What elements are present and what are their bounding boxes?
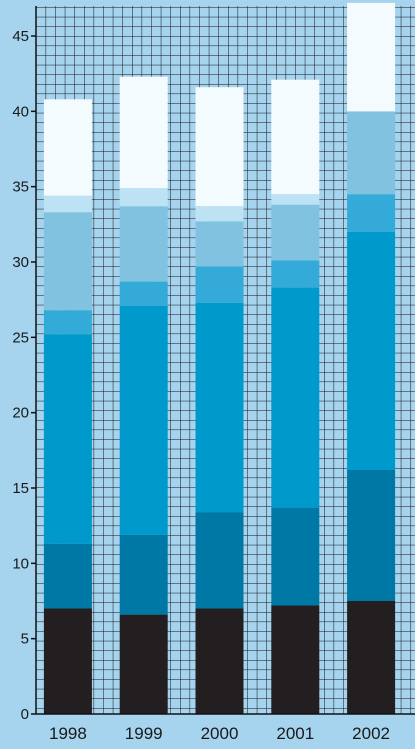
bar-segment-2001-7 — [271, 79, 320, 195]
bar-segment-2001-3 — [271, 287, 320, 508]
bar-segment-2002-7 — [347, 2, 396, 112]
bar-segment-1998-1 — [43, 608, 92, 714]
y-tick-label: 5 — [21, 631, 29, 648]
bar-segment-1998-6 — [43, 195, 92, 213]
y-tick-label: 0 — [21, 706, 29, 723]
bar-segment-1999-5 — [119, 206, 168, 282]
bar-segment-1999-4 — [119, 281, 168, 306]
bar-segment-2002-3 — [347, 231, 396, 470]
x-tick-label: 1999 — [125, 724, 163, 743]
bar-segment-2001-6 — [271, 194, 320, 205]
bar-segment-1998-5 — [43, 212, 92, 311]
bar-segment-1998-4 — [43, 310, 92, 335]
y-tick-label: 30 — [12, 254, 29, 271]
bar-segment-1999-2 — [119, 534, 168, 615]
y-tick-label: 25 — [12, 329, 29, 346]
bar-segment-2001-5 — [271, 204, 320, 261]
bar-segment-2002-5 — [347, 111, 396, 195]
bar-segment-2001-2 — [271, 507, 320, 606]
bar-segment-2000-2 — [195, 512, 244, 609]
bar-segment-2000-1 — [195, 608, 244, 714]
y-tick-label: 40 — [12, 103, 29, 120]
bar-segment-2000-5 — [195, 221, 244, 267]
bar-segment-2002-2 — [347, 469, 396, 601]
bar-segment-1998-7 — [43, 99, 92, 196]
bar-segment-1998-2 — [43, 543, 92, 609]
y-tick-label: 20 — [12, 405, 29, 422]
bar-segment-2001-4 — [271, 260, 320, 288]
y-tick-label: 45 — [12, 28, 29, 45]
bar-segment-1999-6 — [119, 188, 168, 207]
bar-segment-1999-3 — [119, 305, 168, 535]
bar-segment-1999-1 — [119, 614, 168, 714]
x-tick-label: 1998 — [49, 724, 87, 743]
axes — [35, 6, 415, 715]
x-axis-ticks: 1998 1999 2000 2001 2002 — [49, 724, 390, 743]
y-axis-ticks: 0 5 10 15 20 25 30 35 40 45 — [12, 28, 36, 723]
bars — [43, 2, 396, 714]
bar-segment-2001-1 — [271, 605, 320, 714]
y-tick-label: 15 — [12, 480, 29, 497]
bar-segment-2000-4 — [195, 266, 244, 303]
y-tick-label: 35 — [12, 179, 29, 196]
bar-segment-1998-3 — [43, 334, 92, 544]
x-tick-label: 2002 — [352, 724, 390, 743]
bar-segment-1999-7 — [119, 76, 168, 189]
bar-segment-2002-4 — [347, 194, 396, 232]
x-tick-label: 2000 — [201, 724, 239, 743]
bar-segment-2000-7 — [195, 87, 244, 207]
x-tick-label: 2001 — [276, 724, 314, 743]
bar-segment-2000-6 — [195, 206, 244, 222]
bar-segment-2000-3 — [195, 302, 244, 513]
bar-segment-2002-1 — [347, 601, 396, 714]
y-tick-label: 10 — [12, 555, 29, 572]
